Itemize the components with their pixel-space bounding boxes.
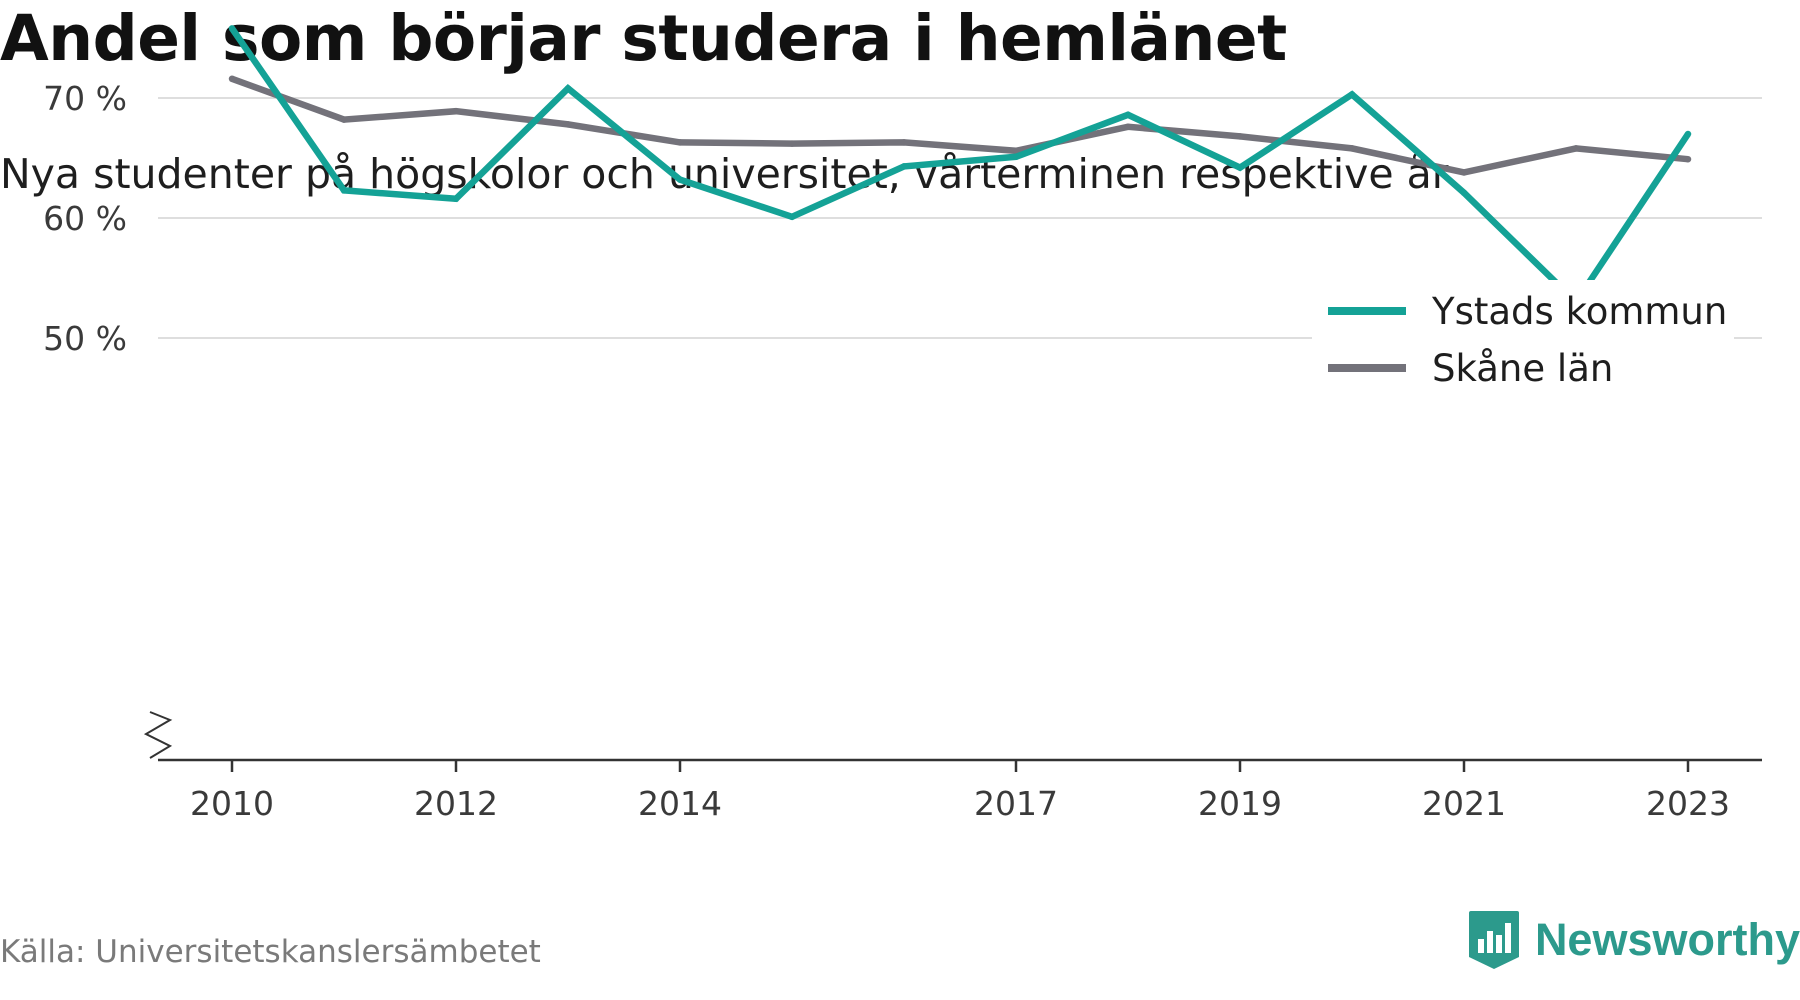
data-point	[1460, 189, 1468, 197]
data-point	[900, 163, 908, 170]
data-point	[1684, 130, 1692, 138]
data-point	[1236, 164, 1244, 171]
series-lines	[228, 25, 1692, 308]
data-point	[340, 116, 348, 123]
data-point	[1348, 145, 1356, 152]
data-point	[228, 25, 236, 32]
data-point	[1012, 153, 1020, 161]
data-point	[1684, 155, 1692, 163]
x-tick-label: 2019	[1198, 784, 1282, 823]
y-tick-label: 50 %	[43, 319, 127, 358]
data-point	[452, 107, 460, 115]
data-point	[1460, 169, 1468, 176]
chart-subtitle: Nya studenter på högskolor och universit…	[0, 150, 1449, 198]
x-tick-label: 2012	[414, 784, 498, 823]
brand-name: Newsworthy	[1534, 914, 1800, 965]
data-point	[900, 139, 908, 146]
data-point	[1348, 91, 1356, 98]
data-point	[676, 176, 684, 183]
data-point	[228, 75, 236, 83]
data-point	[1012, 147, 1020, 155]
data-point	[1572, 145, 1580, 152]
gridlines: 50 %60 %70 %80 %	[43, 79, 1762, 759]
legend: Ystads kommun Skåne län	[1312, 280, 1734, 390]
data-point	[1124, 111, 1132, 119]
chart-title: Andel som börjar studera i hemlänet	[0, 2, 1287, 75]
data-point	[1236, 133, 1244, 140]
legend-label-skane: Skåne län	[1432, 347, 1613, 390]
x-tick-label: 2017	[974, 784, 1058, 823]
y-tick-label: 60 %	[43, 199, 127, 238]
x-tick-label: 2023	[1646, 784, 1730, 823]
series-line-ystads	[229, 26, 1691, 308]
x-axis: 2010 2012 2014 2017 2019 2021 2023	[158, 758, 1762, 823]
bar-chart-badge-icon	[1468, 911, 1519, 969]
data-point	[788, 140, 796, 147]
series-line-skane	[230, 75, 1689, 176]
x-tick-label: 2021	[1422, 784, 1506, 823]
source-note: Källa: Universitetskanslersämbetet	[0, 934, 541, 970]
data-point	[564, 85, 572, 92]
data-point	[676, 139, 684, 146]
data-point	[1124, 123, 1132, 131]
data-point	[564, 121, 572, 128]
data-point	[788, 213, 796, 221]
y-tick-label: 70 %	[43, 79, 127, 118]
data-point	[452, 195, 460, 203]
brand-logo[interactable]: Newsworthy	[1467, 910, 1800, 970]
x-tick-label: 2010	[190, 784, 274, 823]
legend-label-ystads: Ystads kommun	[1431, 290, 1727, 333]
data-point	[340, 187, 348, 194]
zigzag-break-icon	[143, 711, 173, 759]
x-tick-label: 2014	[638, 784, 722, 823]
